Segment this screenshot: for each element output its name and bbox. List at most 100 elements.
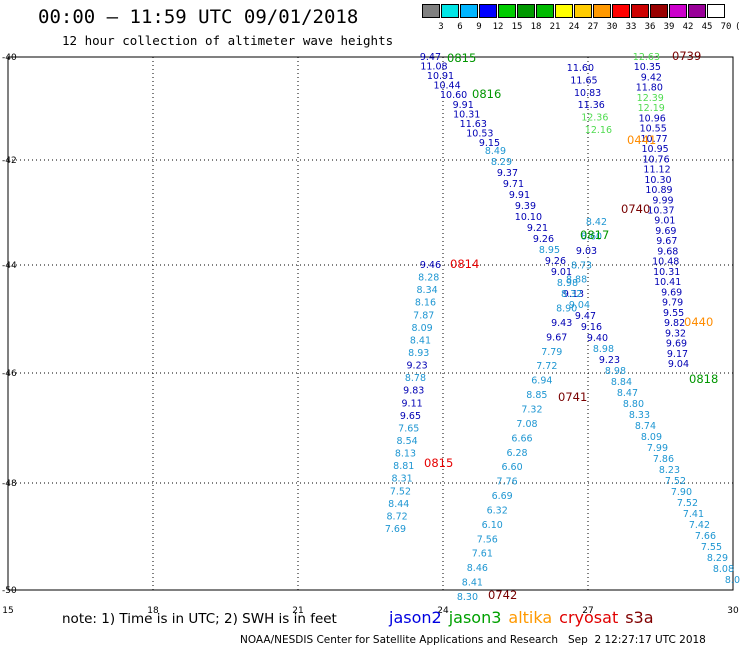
legend-item-altika: altika	[508, 608, 553, 627]
wave-height-reading: 8.41	[410, 335, 431, 346]
wave-height-reading: 8.41	[462, 578, 483, 589]
pass-time-label: 0742	[488, 588, 517, 602]
scale-label: 6	[457, 22, 463, 32]
wave-height-reading: 9.67	[656, 236, 677, 247]
wave-height-reading: 8.28	[418, 273, 439, 284]
wave-height-reading: 7.61	[472, 549, 493, 560]
satellite-legend: jason2 jason3 altika cryosat s3a	[389, 608, 661, 627]
wave-height-reading: 8.80	[623, 399, 644, 410]
wave-height-reading: 9.47	[575, 311, 596, 322]
scale-swatch	[498, 4, 516, 18]
wave-height-reading: 9.01	[551, 267, 572, 278]
wave-height-reading: 8.16	[415, 298, 436, 309]
scale-label: 9	[476, 22, 482, 32]
wave-height-reading: 8.0	[725, 575, 740, 586]
scale-swatch	[460, 4, 478, 18]
wave-height-reading: 8.85	[526, 390, 547, 401]
scale-label: 3	[438, 22, 444, 32]
pass-time-label: 0741	[558, 390, 587, 404]
longitude-tick-label: 18	[147, 606, 159, 616]
wave-height-reading: 9.11	[402, 398, 423, 409]
wave-height-reading: 11.80	[636, 83, 663, 94]
wave-height-reading: 8.32	[561, 289, 582, 300]
scale-label: 36	[644, 22, 656, 32]
longitude-tick-label: 27	[582, 606, 593, 616]
pass-time-label: 0816	[472, 87, 501, 101]
wave-height-reading: 9.23	[407, 361, 428, 372]
wave-height-reading: 7.65	[398, 423, 419, 434]
wave-height-reading: 7.52	[665, 476, 686, 487]
scale-swatch	[555, 4, 573, 18]
scale-label: 12	[492, 22, 504, 32]
wave-height-reading: 8.78	[405, 373, 426, 384]
scale-label: 70	[720, 22, 732, 32]
wave-height-reading: 7.55	[701, 542, 722, 553]
wave-height-reading: 9.04	[668, 359, 689, 370]
wave-height-reading: 11.63	[460, 119, 487, 130]
scale-label: 33	[625, 22, 637, 32]
wave-height-reading: 9.26	[533, 234, 554, 245]
wave-height-reading: 9.04	[569, 300, 590, 311]
scale-swatch	[669, 4, 687, 18]
wave-height-reading: 8.09	[641, 432, 662, 443]
scale-label: 45	[701, 22, 713, 32]
wave-height-reading: 10.10	[515, 212, 542, 223]
wave-height-reading: 7.87	[413, 310, 434, 321]
wave-height-reading: 12.19	[638, 103, 665, 114]
wave-height-reading: 9.17	[667, 349, 688, 360]
wave-height-reading: 9.21	[527, 223, 548, 234]
wave-height-reading: 8.29	[491, 157, 512, 168]
scale-swatch	[631, 4, 649, 18]
pass-time-label: 0815	[447, 51, 476, 65]
wave-height-reading: 8.49	[485, 146, 506, 157]
wave-height-reading: 8.84	[611, 377, 632, 388]
wave-height-reading: 9.32	[665, 328, 686, 339]
wave-height-reading: 10.55	[640, 124, 667, 135]
wave-height-reading: 9.68	[657, 246, 678, 257]
wave-height-reading: 8.42	[586, 217, 607, 228]
latitude-tick-label: -48	[2, 479, 17, 489]
wave-height-reading: 8.95	[539, 245, 560, 256]
wave-height-reading: 7.76	[497, 477, 518, 488]
scale-swatch	[517, 4, 535, 18]
wave-height-reading: 9.79	[662, 298, 683, 309]
pass-time-label: 0740	[621, 202, 650, 216]
wave-height-reading: 8.47	[617, 388, 638, 399]
wave-height-reading: 9.40	[587, 333, 608, 344]
wave-height-reading: 9.99	[652, 195, 673, 206]
scale-swatch	[650, 4, 668, 18]
wave-height-reading: 8.46	[467, 563, 488, 574]
wave-height-reading: 6.10	[482, 520, 503, 531]
wave-height-reading: 9.55	[663, 308, 684, 319]
latitude-tick-label: -50	[2, 586, 17, 596]
wave-height-reading: 8.98	[605, 366, 626, 377]
axis-labels: 15 18 21 24 27 30 -40 -42 -44 -46 -48 -50	[2, 53, 739, 616]
wave-height-reading: 6.69	[492, 491, 513, 502]
plot-frame	[7, 56, 734, 591]
wave-height-reading: 8.44	[388, 499, 409, 510]
scale-label: 24	[568, 22, 580, 32]
wave-height-reading: 9.37	[497, 168, 518, 179]
wave-height-reading: 8.23	[659, 465, 680, 476]
longitude-tick-label: 24	[437, 606, 449, 616]
wave-height-reading: 10.31	[453, 109, 480, 120]
wave-height-reading: 8.74	[635, 421, 656, 432]
wave-height-reading: 7.79	[541, 347, 562, 358]
wave-height-reading: 9.43	[551, 318, 572, 329]
wave-height-reading: 6.94	[531, 376, 552, 387]
wave-height-reading: 7.66	[695, 531, 716, 542]
wave-height-reading: 9.91	[509, 190, 530, 201]
wave-height-reading: 10.95	[641, 144, 668, 155]
wave-height-reading: 8.13	[395, 449, 416, 460]
wave-height-reading: 10.37	[647, 206, 674, 217]
longitude-tick-label: 30	[727, 606, 739, 616]
wave-height-reading: 12.36	[581, 113, 608, 124]
scale-swatch	[441, 4, 459, 18]
scale-label: 18	[530, 22, 542, 32]
wave-height-reading: 9.69	[661, 287, 682, 298]
wave-height-reading: 9.42	[641, 72, 662, 83]
pass-time-label: 0814	[450, 257, 479, 271]
wave-height-reading: 9.23	[599, 355, 620, 366]
wave-height-reading: 8.30	[457, 592, 478, 603]
wave-height-reading: 9.26	[545, 256, 566, 267]
